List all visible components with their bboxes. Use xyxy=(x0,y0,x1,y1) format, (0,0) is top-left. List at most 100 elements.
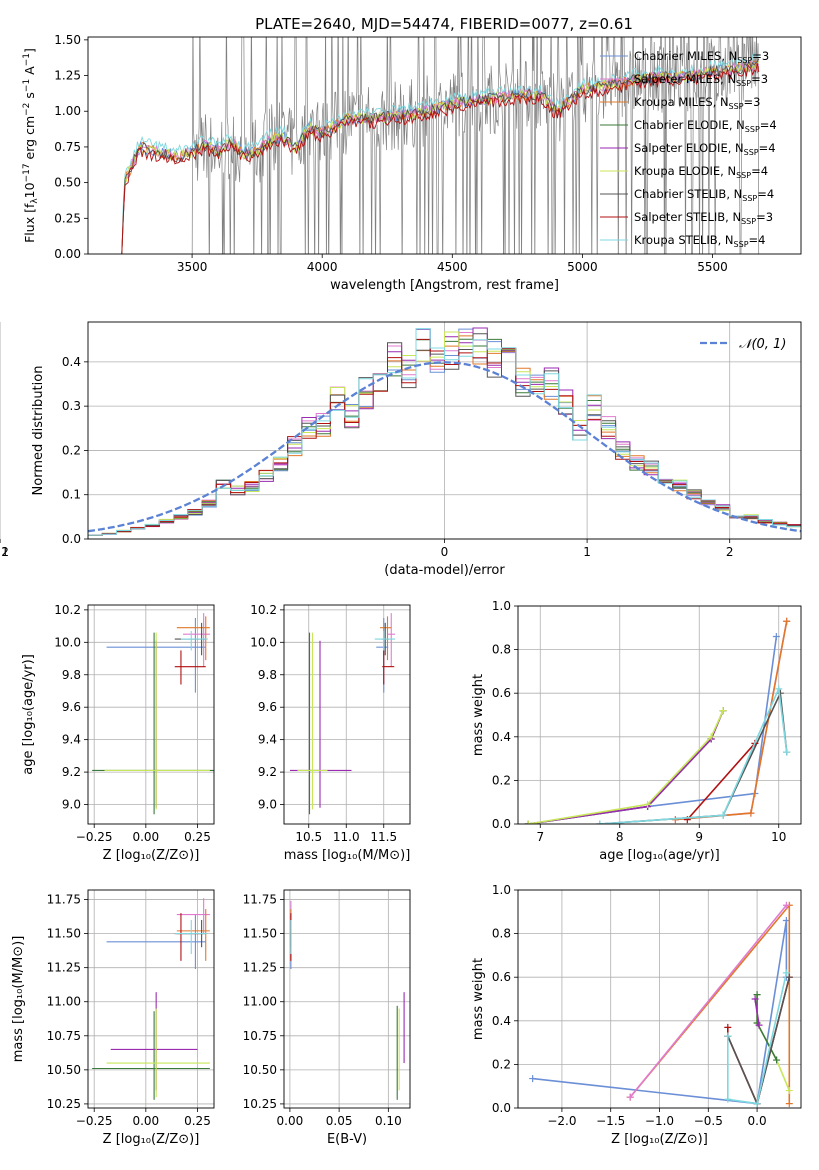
x-tick-label: 2 xyxy=(726,545,734,559)
x-tick-label: 10.5 xyxy=(295,830,322,844)
y-tick-label: 11.25 xyxy=(243,961,277,975)
plot-area xyxy=(529,901,793,1108)
x-tick-label: 8 xyxy=(616,830,624,844)
x-tick-label: 0.0 xyxy=(748,1114,767,1128)
y-tick-label: 0.4 xyxy=(492,1014,511,1028)
x-tick-label: −0.5 xyxy=(694,1114,723,1128)
plot-area xyxy=(88,327,801,539)
legend-label: Chabrier MILES, NSSP=3 xyxy=(634,49,769,65)
y-axis-label: Flux [fλ10−17 erg cm−2 s−1 A−1] xyxy=(22,48,40,243)
weight-point-marker xyxy=(719,811,727,819)
x-tick-label: 0.25 xyxy=(184,830,211,844)
x-tick-label: 0 xyxy=(441,545,449,559)
weight-point-marker xyxy=(783,617,791,625)
y-axis-label-part: s xyxy=(22,92,37,103)
x-tick-label: −1.5 xyxy=(596,1114,625,1128)
y-tick-label: 9.8 xyxy=(258,668,277,682)
y-tick-label: 9.2 xyxy=(258,765,277,779)
weight-point-marker xyxy=(773,1056,781,1064)
weight-series-line xyxy=(629,904,788,1098)
y-tick-label: 0.0 xyxy=(492,817,511,831)
x-tick-label: −2.0 xyxy=(547,1114,576,1128)
weight-point-marker xyxy=(524,820,532,824)
y-tick-label: 10.25 xyxy=(243,1097,277,1111)
legend-label: Chabrier ELODIE, NSSP=4 xyxy=(634,118,777,134)
y-tick-label: 9.8 xyxy=(62,668,81,682)
plot-area xyxy=(121,37,760,254)
y-tick-label: 9.0 xyxy=(258,798,277,812)
x-tick-label: 5500 xyxy=(697,260,728,274)
y-tick-label: 0.2 xyxy=(492,773,511,787)
legend-label-sub: SSP xyxy=(741,217,756,226)
model-spectrum-line xyxy=(121,59,760,254)
weight-series-line xyxy=(675,621,788,821)
y-axis-label-part: ] xyxy=(22,48,37,53)
x-axis-label: Z [log₁₀(Z/Z⊙)] xyxy=(611,1132,708,1147)
x-tick-label: −1 xyxy=(0,545,9,559)
plot-area xyxy=(92,898,210,1100)
y-tick-label: 0.00 xyxy=(54,247,81,261)
plot-area xyxy=(92,613,214,815)
age-vs-metallicity-panel: −0.25 0.00 0.25 9.0 9.2 9.4 9.6 9.8 10.0 10.2 Z [l… xyxy=(21,603,215,863)
legend-label-suffix: =4 xyxy=(757,187,774,201)
y-tick-label: 0.0 xyxy=(62,532,81,546)
legend-label-sub: SSP xyxy=(745,125,760,134)
axes-frame xyxy=(283,604,411,825)
y-axis-label-part: −1 xyxy=(22,79,32,92)
y-axis-label: mass weight xyxy=(471,958,486,1040)
weight-point-marker xyxy=(724,1032,732,1040)
plot-area xyxy=(524,617,791,824)
figure-title: PLATE=2640, MJD=54474, FIBERID=0077, z=0… xyxy=(255,15,633,33)
legend-label: 𝒩(0, 1) xyxy=(739,337,786,352)
y-tick-label: 9.4 xyxy=(62,733,81,747)
legend-label: Salpeter MILES, NSSP=3 xyxy=(634,72,768,88)
weight-series-line xyxy=(727,977,791,1107)
weight-point-marker xyxy=(753,1100,761,1108)
x-tick-label: 7 xyxy=(536,830,544,844)
weight-series-line xyxy=(528,636,778,824)
legend-label-sub: SSP xyxy=(736,79,751,88)
legend-label-text: Chabrier ELODIE, N xyxy=(634,118,745,132)
legend-label-sub: SSP xyxy=(729,102,744,111)
x-tick-label: 4000 xyxy=(307,260,338,274)
y-tick-label: 10.50 xyxy=(243,1063,277,1077)
mass-weight-vs-age-panel: 7 8 9 10 0.0 0.2 0.4 0.6 0.8 1.0 age [log₁₀(age/yr… xyxy=(471,599,802,863)
y-tick-label: 0.75 xyxy=(54,140,81,154)
y-tick-label: 11.75 xyxy=(47,893,81,907)
legend-label-suffix: =4 xyxy=(760,118,777,132)
legend-label-suffix: =3 xyxy=(752,49,769,63)
weight-point-marker xyxy=(529,1075,537,1083)
y-tick-label: 9.0 xyxy=(62,798,81,812)
x-tick-label: 4500 xyxy=(437,260,468,274)
weight-point-marker xyxy=(782,901,790,909)
x-axis-label: E(B-V) xyxy=(327,1132,367,1147)
weight-point-marker xyxy=(644,800,652,808)
x-axis-label: mass [log₁₀(M/M⊙)] xyxy=(284,848,411,863)
model-spectrum-line xyxy=(121,60,760,254)
x-tick-label: −0.25 xyxy=(76,830,113,844)
weight-point-marker xyxy=(719,707,727,715)
y-tick-label: 1.25 xyxy=(54,69,81,83)
y-axis-label-part: −1 xyxy=(22,53,32,66)
plot-area xyxy=(290,613,395,815)
x-tick-label: 1 xyxy=(583,545,591,559)
gaussian-reference-line xyxy=(88,361,801,533)
y-tick-label: 10.50 xyxy=(47,1063,81,1077)
legend-label-suffix: =4 xyxy=(751,164,768,178)
y-tick-label: 1.0 xyxy=(492,599,511,613)
axes-frame xyxy=(87,889,215,1109)
y-tick-label: 0.6 xyxy=(492,686,511,700)
x-tick-label: −1.0 xyxy=(645,1114,674,1128)
legend-label: Salpeter ELODIE, NSSP=4 xyxy=(634,141,776,157)
y-axis-label: mass [log₁₀(M/M⊙)] xyxy=(11,936,26,1063)
y-tick-label: 1.00 xyxy=(54,104,81,118)
weight-series-line xyxy=(675,621,788,821)
y-axis-label-part: −17 xyxy=(22,163,32,182)
model-spectrum-line xyxy=(121,63,760,254)
y-tick-label: 11.75 xyxy=(243,893,277,907)
weight-point-marker xyxy=(626,1093,634,1101)
weight-point-marker xyxy=(755,1021,763,1029)
x-tick-label: 9 xyxy=(695,830,703,844)
x-tick-label: 0.00 xyxy=(277,1114,304,1128)
